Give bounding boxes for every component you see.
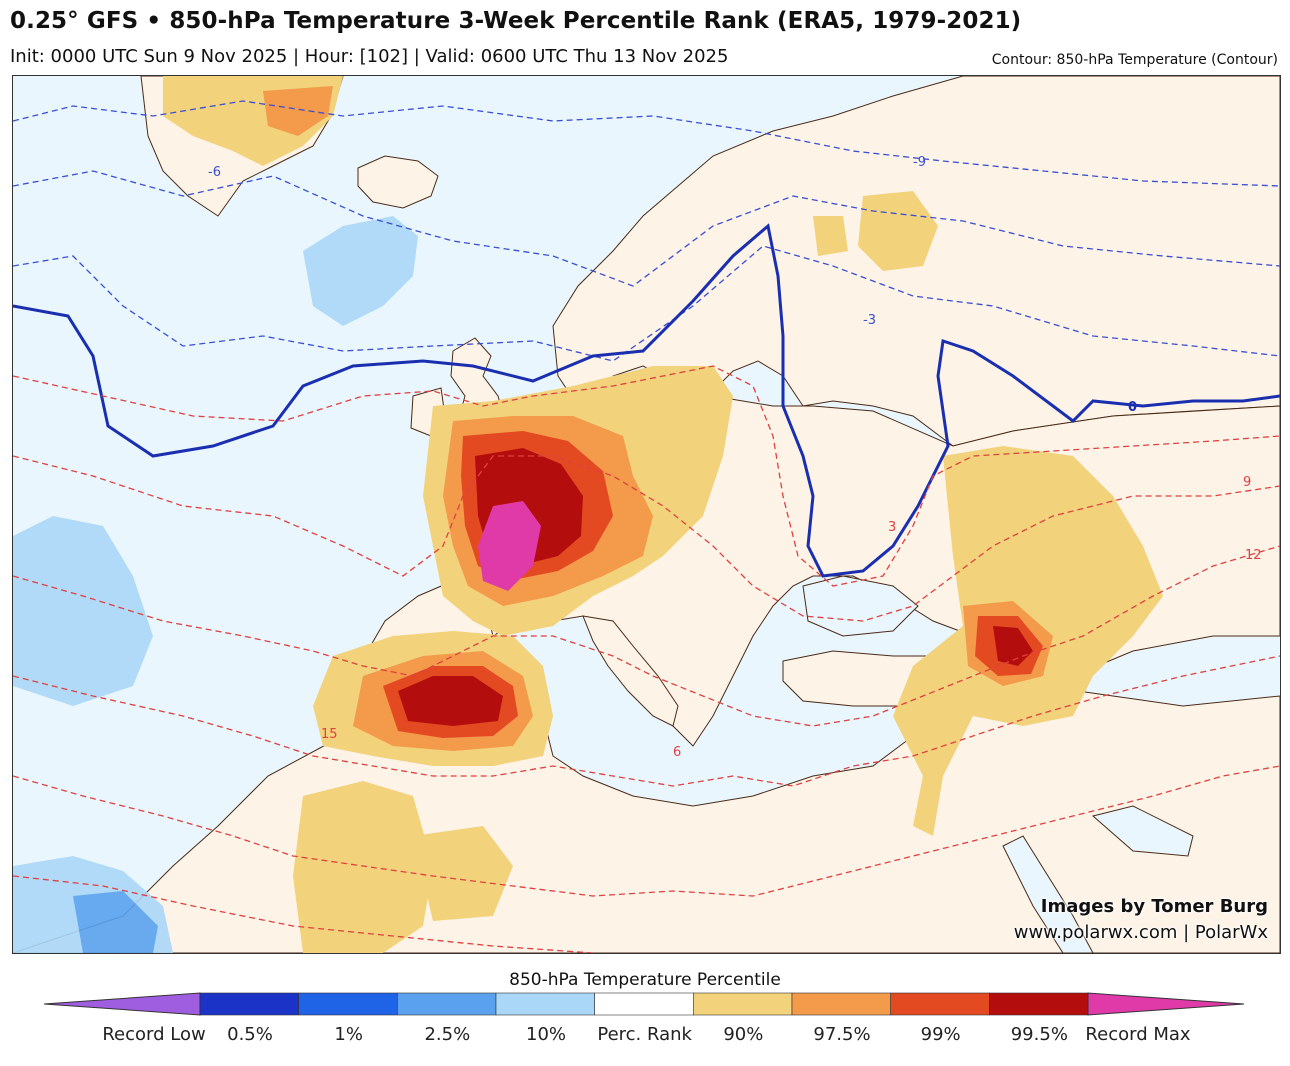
colorbar-segment [199, 992, 299, 1016]
warm-90-sahara [293, 781, 433, 953]
contour-3 [13, 365, 1280, 587]
colorbar-segment [397, 992, 497, 1016]
persian-gulf [1091, 805, 1194, 857]
contour-12 [13, 655, 1280, 787]
contour-note: Contour: 850-hPa Temperature (Contour) [991, 52, 1278, 68]
credit-author: Images by Tomer Burg [1040, 896, 1268, 917]
colorbar-segment [693, 992, 793, 1016]
contour-label: 6 [673, 745, 681, 760]
warm-90-karelia [813, 216, 848, 256]
colorbar-segment [989, 992, 1089, 1016]
colorbar-segment [298, 992, 398, 1016]
black-sea [802, 575, 919, 637]
colorbar-segment [495, 992, 595, 1016]
map-canvas: -9 -6 -3 0 3 6 9 12 15 [13, 76, 1280, 953]
colorbar-label: 10% [525, 1024, 567, 1045]
contour-15 [13, 765, 1280, 897]
contour-label: 9 [1243, 475, 1251, 490]
contour-label: 0 [1128, 400, 1137, 415]
cold-patch-southwest-deep [73, 891, 158, 953]
colorbar-label: 97.5% [813, 1024, 871, 1045]
colorbar-title: 850-hPa Temperature Percentile [509, 970, 781, 990]
colorbar-label: 99% [920, 1024, 961, 1045]
contour-label: 3 [888, 520, 896, 535]
cold-patch-iceland-south [303, 216, 418, 326]
colorbar-label: 2.5% [424, 1024, 471, 1045]
contour-label: 12 [1245, 548, 1262, 563]
contour-labels: -9 -6 -3 0 3 6 9 12 15 [208, 155, 1262, 760]
contour-label: -3 [863, 313, 876, 328]
colorbar-segment-record-max [1087, 992, 1244, 1016]
warm-max-france [478, 501, 541, 591]
colorbar-label: 99.5% [1010, 1024, 1068, 1045]
colorbar-label: 0.5% [227, 1024, 273, 1045]
colorbar-label: Record Low [102, 1024, 206, 1045]
colorbar-segment [890, 992, 990, 1016]
contour-minus9 [13, 100, 1280, 187]
contour-label: -6 [208, 165, 221, 180]
contour-minus6 [13, 170, 1280, 287]
colorbar-labels: Record Low 0.5% 1% 2.5% 10% Perc. Rank 90% 97.5… [0, 1024, 1290, 1050]
red-sea [1002, 835, 1094, 953]
contour-zero [13, 223, 1280, 578]
colorbar-label: Record Max [1085, 1024, 1191, 1045]
contour-minus3 [13, 245, 1280, 362]
chart-title: 0.25° GFS • 850-hPa Temperature 3-Week P… [10, 8, 1022, 34]
chart-subtitle: Init: 0000 UTC Sun 9 Nov 2025 | Hour: [1… [10, 46, 729, 67]
colorbar-segment [791, 992, 891, 1016]
italy [582, 615, 679, 727]
colorbar-label: Perc. Rank [597, 1024, 692, 1045]
contour-9 [13, 545, 1280, 727]
warm-90-sahara-center [413, 826, 513, 921]
weather-map: -9 -6 -3 0 3 6 9 12 15 Images by Tomer B… [12, 75, 1281, 954]
warm-anomaly-shading [163, 76, 1163, 953]
colorbar-label: 1% [334, 1024, 363, 1045]
contour-label: -9 [913, 155, 926, 170]
colorbar-segment-record-low [44, 992, 201, 1016]
contour-6 [13, 455, 1280, 622]
colorbar [44, 992, 1244, 1016]
cold-patch-atlantic [13, 516, 153, 706]
colorbar-segment [594, 992, 694, 1016]
warm-995-africa [398, 676, 503, 726]
warm-97-greenland [263, 86, 333, 136]
contour-label: 15 [321, 727, 338, 742]
contour-18 [13, 875, 594, 953]
credit-website: www.polarwx.com | PolarWx [1013, 922, 1268, 943]
warm-90-russia [858, 191, 938, 271]
temperature-contours [13, 100, 1280, 953]
iceland [357, 155, 439, 209]
colorbar-label: 90% [723, 1024, 764, 1045]
